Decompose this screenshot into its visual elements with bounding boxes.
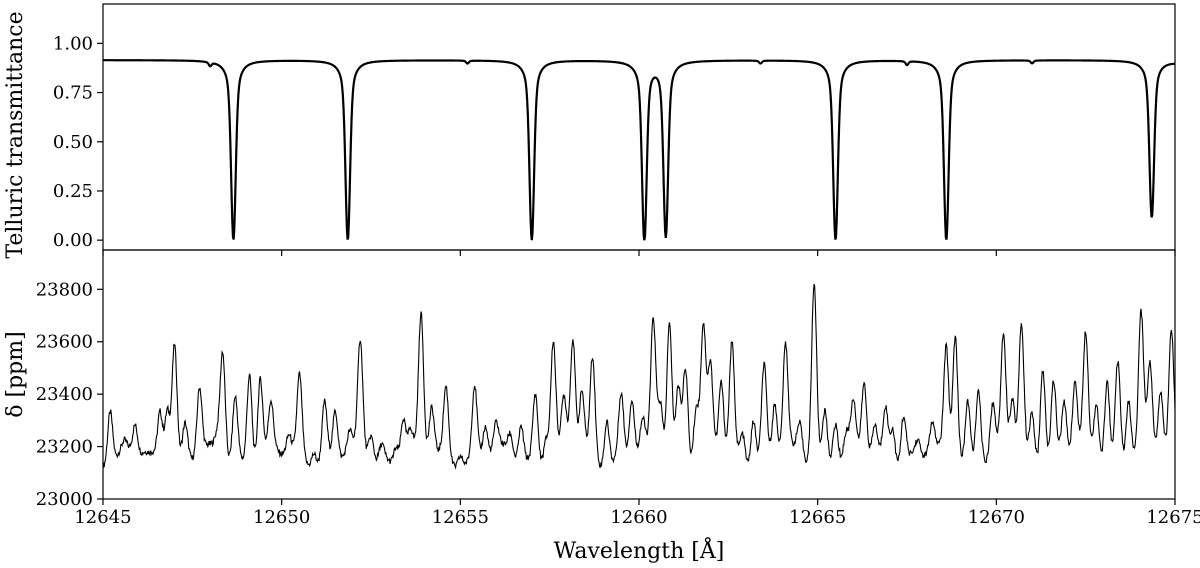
top-plot-frame xyxy=(102,3,1176,251)
transmittance-series xyxy=(103,59,1176,241)
top-y-tick-label: 0.00 xyxy=(53,230,93,251)
top-y-tick-label: 0.75 xyxy=(53,83,93,104)
x-tick-label: 12650 xyxy=(253,507,310,528)
x-tick-label: 12670 xyxy=(968,507,1025,528)
x-axis-title: Wavelength [Å] xyxy=(554,536,725,564)
top-y-axis-title: Telluric transmittance xyxy=(3,11,28,258)
x-tick-label: 12665 xyxy=(789,507,846,528)
bottom-y-tick-label: 23000 xyxy=(36,489,93,510)
x-tick-label: 12655 xyxy=(432,507,489,528)
x-tick-label: 12675 xyxy=(1146,507,1200,528)
bottom-panel: 23000 23200 23400 23600 23800 12645 12650 1265… xyxy=(3,249,1200,564)
top-y-ticks: 0.00 0.25 0.50 0.75 1.00 xyxy=(53,33,103,251)
x-ticks: 12645 12650 12655 12660 12665 12670 12675 xyxy=(74,250,1200,528)
x-tick-label: 12660 xyxy=(610,507,667,528)
x-tick-label: 12645 xyxy=(74,507,131,528)
delta-series xyxy=(102,283,1176,470)
bottom-y-tick-label: 23200 xyxy=(36,437,93,458)
top-y-tick-label: 1.00 xyxy=(53,33,93,54)
top-panel: 0.00 0.25 0.50 0.75 1.00 Telluric transmitta… xyxy=(3,3,1176,259)
transmittance-line xyxy=(103,59,1176,241)
top-y-tick-label: 0.25 xyxy=(53,181,93,202)
bottom-plot-frame xyxy=(102,249,1176,500)
bottom-y-tick-label: 23600 xyxy=(36,332,93,353)
delta-line xyxy=(102,283,1176,470)
bottom-y-tick-label: 23400 xyxy=(36,384,93,405)
bottom-y-tick-label: 23800 xyxy=(36,279,93,300)
bottom-y-axis-title: δ [ppm] xyxy=(3,331,28,417)
bottom-y-ticks: 23000 23200 23400 23600 23800 xyxy=(36,279,103,510)
top-y-tick-label: 0.50 xyxy=(53,132,93,153)
